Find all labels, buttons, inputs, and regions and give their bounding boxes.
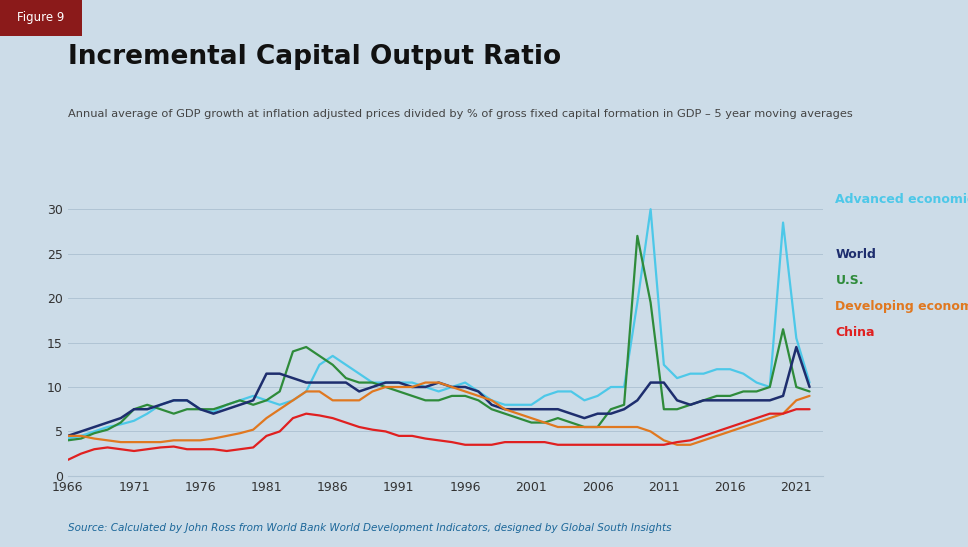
- Text: Developing economies: Developing economies: [835, 300, 968, 313]
- Text: Annual average of GDP growth at inflation adjusted prices divided by % of gross : Annual average of GDP growth at inflatio…: [68, 109, 853, 119]
- Text: China: China: [835, 325, 875, 339]
- Text: U.S.: U.S.: [835, 274, 863, 287]
- Text: Incremental Capital Output Ratio: Incremental Capital Output Ratio: [68, 44, 560, 70]
- Text: Source: Calculated by John Ross from World Bank World Development Indicators, de: Source: Calculated by John Ross from Wor…: [68, 523, 671, 533]
- Text: Advanced economies: Advanced economies: [835, 193, 968, 206]
- Text: World: World: [835, 248, 876, 261]
- Text: Figure 9: Figure 9: [17, 11, 65, 24]
